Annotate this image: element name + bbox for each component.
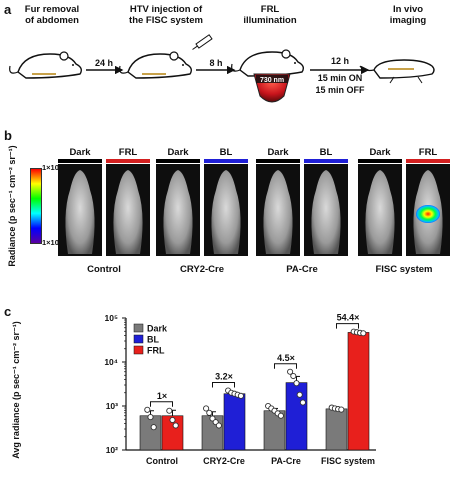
data-point [299,399,306,406]
arrow-label-8h: 8 h [209,58,223,68]
lamp-wavelength: 730 nm [259,77,285,84]
data-point [287,368,294,375]
panel-b-letter: b [4,128,12,143]
schedule-off: 15 min OFF [315,85,365,95]
scale-min-label: 1×10⁵ [42,238,63,247]
cond-label-8: FRL [418,147,438,158]
data-point [360,330,367,337]
legend-swatch [133,334,144,344]
mouse-image-5 [256,164,300,256]
legend-label: Dark [147,324,168,334]
data-point [206,409,213,416]
cond-bar-2 [106,159,150,163]
bar [223,393,246,451]
mouse-image-8 [406,164,450,256]
data-point [144,406,151,413]
x-group-label: CRY2-Cre [203,456,245,466]
data-point [293,380,300,387]
y-tick-label: 10² [106,445,118,455]
data-point [172,422,179,429]
cond-bar-3 [156,159,200,163]
cond-label-2: FRL [118,147,138,158]
data-point [237,392,244,399]
data-point [338,406,345,413]
cond-bar-7 [358,159,402,163]
legend-swatch [133,323,144,333]
data-point [147,414,154,421]
x-group-label: FISC system [321,456,375,466]
group-label-cry2: CRY2-Cre [180,264,224,275]
data-point [296,391,303,398]
cond-bar-6 [304,159,348,163]
data-point [290,372,297,380]
bar-chart: 10² 10³ 10⁴ 10⁵ 1× Control 3.2× CRY2-Cre 4.5× PA-… [104,313,376,466]
step-htv-injection: HTV injection of the FISC system [129,4,203,26]
mouse-icon-4 [359,59,435,84]
bar [139,415,162,451]
cond-bar-1 [58,159,102,163]
bar [347,332,370,451]
legend-label: BL [147,335,159,345]
significance-bracket [336,323,359,329]
arrow-label-24h: 24 h [94,58,113,68]
fold-change-label: 3.2× [215,372,233,382]
group-label-fisc: FISC system [375,264,433,275]
significance-bracket [212,382,235,388]
mouse-image-3 [156,164,200,256]
cond-label-1: Dark [69,147,91,158]
group-label-pa: PA-Cre [286,264,318,275]
fold-change-label: 1× [157,391,167,401]
step-frl-illumination: FRL illumination [243,4,297,26]
mouse-image-2 [106,164,150,256]
data-point [169,416,176,424]
y-tick-label: 10⁴ [104,357,118,367]
panel-a-letter: a [4,2,12,17]
data-point [150,424,157,431]
x-group-label: PA-Cre [271,456,301,466]
cond-label-7: Dark [369,147,391,158]
panel-c-letter: c [4,304,12,319]
x-group-label: Control [146,456,178,466]
cond-label-4: BL [219,147,233,158]
cond-label-5: Dark [267,147,289,158]
significance-bracket [274,363,297,369]
fold-change-label: 54.4× [337,313,360,323]
legend-swatch [133,345,144,355]
mouse-icon-1 [9,51,83,79]
luminescence-signal [416,205,440,223]
scale-max-label: 1×10⁶ [42,163,63,172]
bar [325,408,348,451]
mouse-icon-3 [231,49,305,77]
schedule-on: 15 min ON [317,73,363,83]
cond-bar-4 [204,159,248,163]
mouse-image-4 [204,164,248,256]
radiance-color-scale [30,168,42,244]
y-tick-label: 10³ [106,401,118,411]
mouse-image-7 [358,164,402,256]
cond-label-3: Dark [167,147,189,158]
bar [285,382,308,451]
data-point [277,412,284,419]
cond-bar-5 [256,159,300,163]
mouse-image-6 [304,164,348,256]
y-tick-label: 10⁵ [105,313,118,323]
significance-bracket [150,401,173,407]
legend-label: FRL [147,346,165,356]
group-label-control: Control [87,264,121,275]
mouse-image-1 [58,164,102,256]
step-in-vivo-imaging: In vivo imaging [389,4,427,26]
data-point [166,407,173,414]
cond-bar-8 [406,159,450,163]
arrow-label-12h: 12 h [330,56,349,66]
frl-lamp-icon [253,73,291,103]
data-point [215,422,222,429]
syringe-icon [192,34,213,50]
panel-a-schematic [9,34,435,103]
cond-label-6: BL [319,147,333,158]
data-point [203,405,210,412]
fold-change-label: 4.5× [277,353,295,363]
step-fur-removal: Fur removal of abdomen [24,4,80,26]
mouse-images [58,164,450,256]
mouse-icon-2 [119,51,193,79]
